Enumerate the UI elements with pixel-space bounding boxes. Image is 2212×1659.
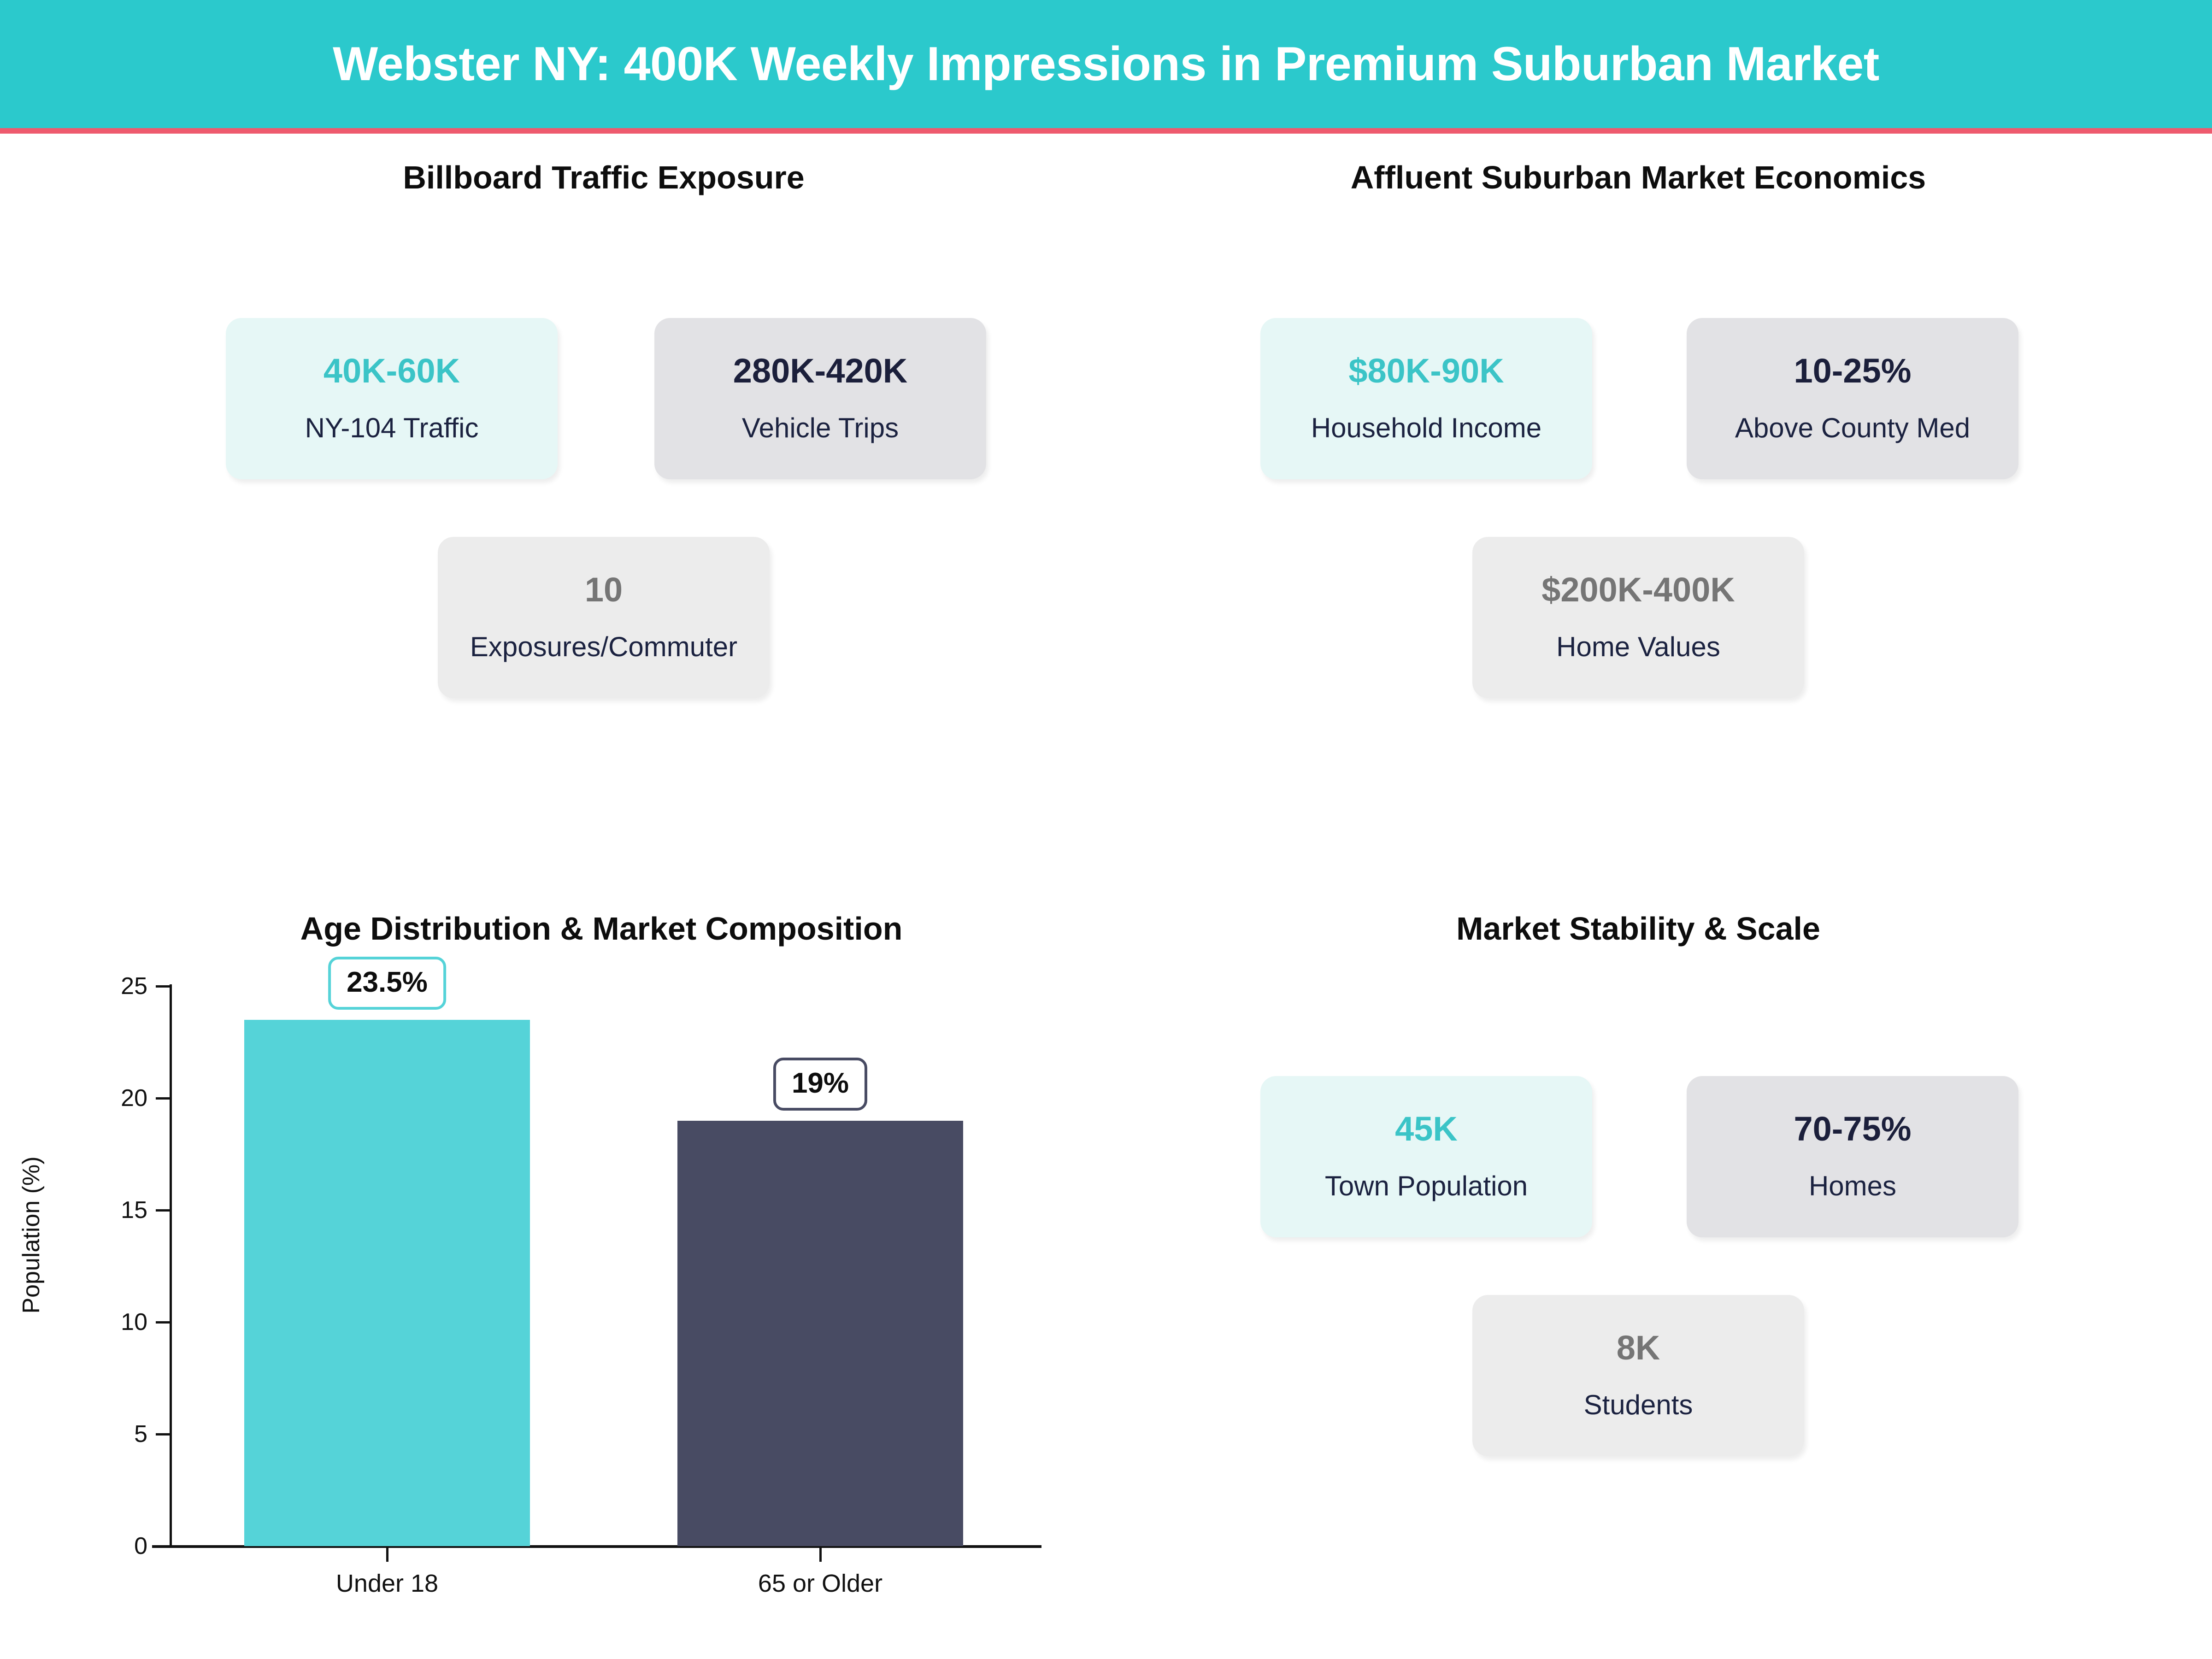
header-banner: Webster NY: 400K Weekly Impressions in P… — [0, 0, 2212, 128]
kpi-value: 45K — [1395, 1109, 1458, 1148]
y-tick-label: 15 — [121, 1197, 147, 1224]
y-tick-mark — [156, 985, 171, 988]
panel-title-affluent-suburban-market-economics: Affluent Suburban Market Economics — [1350, 159, 1926, 195]
kpi-value: 8K — [1616, 1328, 1660, 1367]
y-axis-line — [170, 984, 172, 1548]
kpi-label: Exposures/Commuter — [470, 631, 738, 662]
chart-bar — [677, 1120, 964, 1546]
kpi-label: Homes — [1808, 1170, 1897, 1201]
y-tick-mark — [156, 1545, 171, 1547]
kpi-value: 10-25% — [1794, 351, 1912, 390]
kpi-card-home-values: $200K-400K Home Values — [1472, 537, 1804, 698]
y-tick-label: 25 — [121, 973, 147, 1000]
x-tick-mark — [819, 1548, 822, 1562]
panel-title-billboard-traffic-exposure: Billboard Traffic Exposure — [403, 159, 805, 195]
kpi-label: Town Population — [1324, 1170, 1528, 1201]
kpi-value: 70-75% — [1794, 1109, 1912, 1148]
y-tick-mark — [156, 1433, 171, 1435]
bar-value-label: 23.5% — [328, 956, 446, 1010]
bar-value-label: 19% — [773, 1057, 868, 1111]
panel-title-market-stability-scale: Market Stability & Scale — [1456, 911, 1820, 947]
y-tick-label: 5 — [134, 1421, 147, 1447]
kpi-card-exposures-per-commuter: 10 Exposures/Commuter — [438, 537, 770, 698]
kpi-card-above-county-median: 10-25% Above County Med — [1687, 318, 2018, 479]
kpi-label: Household Income — [1311, 412, 1542, 443]
kpi-value: $200K-400K — [1541, 570, 1735, 609]
kpi-label: NY-104 Traffic — [305, 412, 479, 443]
kpi-card-household-income: $80K-90K Household Income — [1260, 318, 1592, 479]
y-tick-label: 0 — [134, 1533, 147, 1559]
header-accent-bar — [0, 128, 2212, 134]
kpi-label: Students — [1583, 1389, 1693, 1420]
x-axis-line — [152, 1545, 1041, 1548]
y-axis-title: Population (%) — [18, 1156, 45, 1314]
kpi-value: $80K-90K — [1348, 351, 1504, 390]
kpi-label: Above County Med — [1735, 412, 1971, 443]
y-tick-label: 10 — [121, 1309, 147, 1335]
kpi-card-students: 8K Students — [1472, 1295, 1804, 1456]
y-tick-mark — [156, 1097, 171, 1100]
chart-bar — [244, 1019, 530, 1546]
kpi-label: Home Values — [1556, 631, 1720, 662]
y-tick-label: 20 — [121, 1085, 147, 1112]
kpi-card-town-population: 45K Town Population — [1260, 1076, 1592, 1237]
x-tick-label: Under 18 — [335, 1570, 439, 1597]
kpi-value: 280K-420K — [733, 351, 908, 390]
kpi-value: 10 — [584, 570, 623, 609]
kpi-value: 40K-60K — [323, 351, 460, 390]
x-tick-label: 65 or Older — [758, 1570, 883, 1597]
plot-area: 23.5% 19% — [171, 956, 1037, 1546]
kpi-card-vehicle-trips: 280K-420K Vehicle Trips — [654, 318, 986, 479]
x-tick-mark — [386, 1548, 388, 1562]
kpi-card-homes: 70-75% Homes — [1687, 1076, 2018, 1237]
y-tick-mark — [156, 1321, 171, 1324]
panel-title-age-distribution: Age Distribution & Market Composition — [300, 911, 903, 947]
kpi-label: Vehicle Trips — [741, 412, 899, 443]
y-tick-mark — [156, 1209, 171, 1212]
kpi-card-ny104-traffic: 40K-60K NY-104 Traffic — [226, 318, 558, 479]
age-distribution-bar-chart: Population (%) 0 5 10 15 20 25 Under 18 65 or … — [0, 899, 1106, 1613]
page-title: Webster NY: 400K Weekly Impressions in P… — [333, 37, 1879, 91]
